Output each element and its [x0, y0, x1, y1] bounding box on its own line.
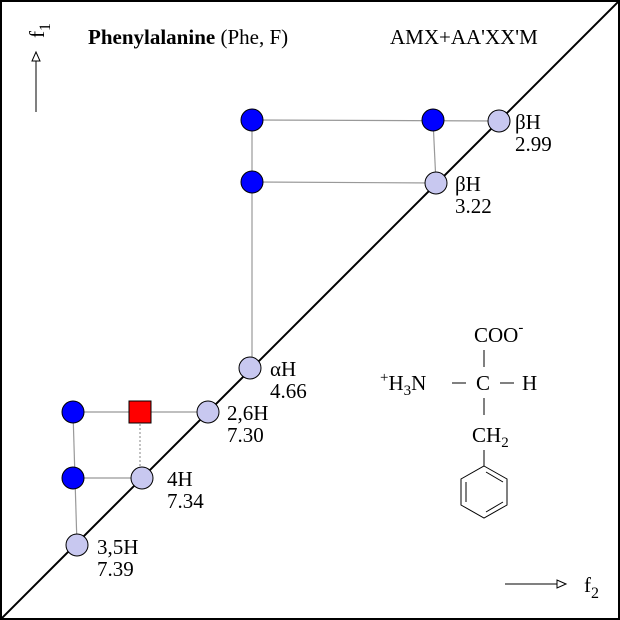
- axis-letter: f: [584, 573, 591, 597]
- carboxyl: COO-: [474, 320, 523, 347]
- peak-shift: 3.22: [455, 194, 492, 218]
- molecule: COO- +H3N C H CH2: [380, 320, 537, 519]
- alpha-h: H: [522, 371, 537, 395]
- benzene-ring: [460, 465, 508, 519]
- amine-n: N: [411, 371, 426, 395]
- peak-shift: 7.34: [167, 489, 204, 513]
- spin-system: AMX+AA'XX'M: [390, 25, 538, 49]
- f1-label: f1: [25, 23, 54, 38]
- title: Phenylalanine: [88, 25, 215, 49]
- peak-shift: 4.66: [270, 379, 307, 403]
- f1-arrowhead: [31, 50, 41, 62]
- diagonal-peaks: [65, 109, 511, 557]
- methylene-group: CH: [472, 423, 501, 447]
- peak-shift: 2.99: [515, 132, 552, 156]
- f2-arrowhead: [556, 579, 568, 589]
- amine-charge: +: [380, 370, 388, 386]
- carboxyl-charge: -: [518, 320, 523, 336]
- amine-count: 3: [404, 383, 412, 399]
- peak-label: αH: [270, 357, 296, 381]
- title-line: Phenylalanine (Phe, F): [88, 25, 288, 49]
- peak-label: 4H: [167, 467, 193, 491]
- f2-label: f2: [584, 573, 599, 602]
- weak-cross-peak: [128, 400, 152, 424]
- axis-letter: f: [25, 31, 49, 38]
- methylene-count: 2: [501, 435, 509, 451]
- peak-shift: 7.30: [227, 423, 264, 447]
- axis-index: 1: [37, 23, 54, 31]
- subtitle: (Phe, F): [220, 25, 288, 49]
- carboxyl-group: COO: [474, 323, 518, 347]
- cross-peaks: [61, 108, 445, 490]
- peak-label: 3,5H: [97, 535, 138, 559]
- peak-label: βH: [515, 110, 541, 134]
- amine-h: H: [388, 371, 403, 395]
- axis-index: 2: [591, 585, 599, 602]
- alpha-c: C: [476, 371, 490, 395]
- methylene: CH2: [472, 423, 509, 451]
- peak-shift: 7.39: [97, 557, 134, 581]
- peak-label: βH: [455, 172, 481, 196]
- ring-double-bonds: [465, 471, 504, 513]
- peak-label: 2,6H: [227, 401, 268, 425]
- amine: +H3N: [380, 370, 426, 399]
